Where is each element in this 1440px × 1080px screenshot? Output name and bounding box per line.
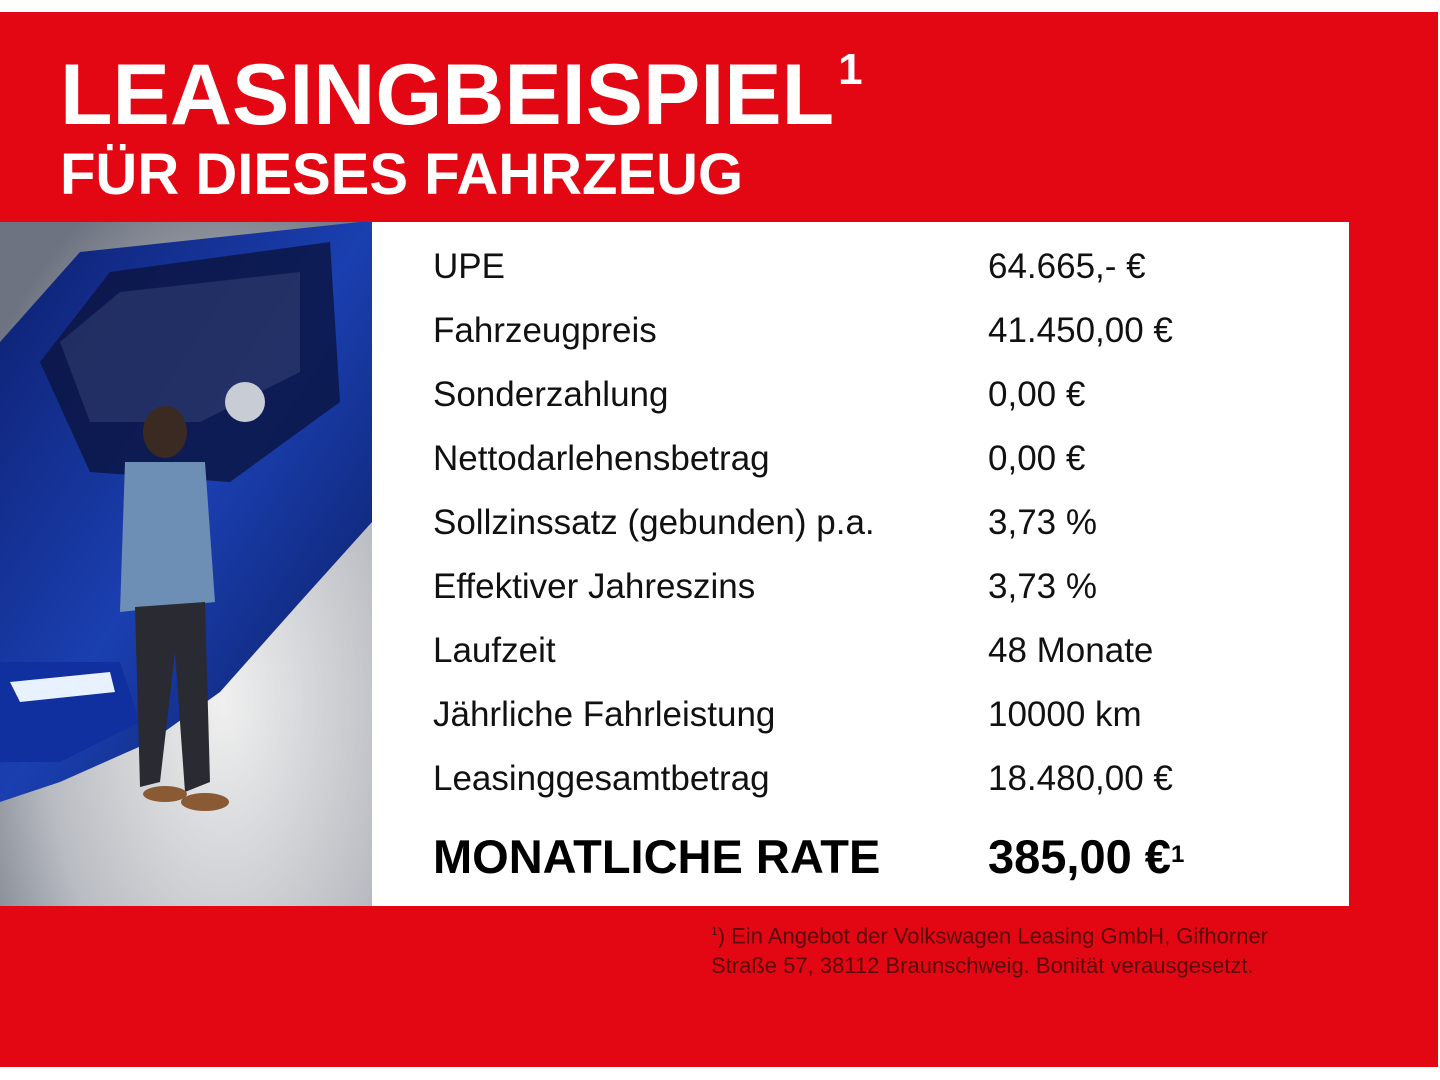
row-value: 3,73 % [988,567,1097,606]
row-value: 48 Monate [988,631,1154,670]
title-footnote-mark: 1 [838,45,863,94]
footnote-text-1: ) Ein Angebot der Volkswagen Leasing Gmb… [717,923,1268,949]
row-value: 64.665,- € [988,247,1146,286]
row-label: Effektiver Jahreszins [433,567,756,606]
row-label: UPE [433,247,505,286]
footnote-line-1: 1) Ein Angebot der Volkswagen Leasing Gm… [711,916,1331,951]
row-label: Fahrzeugpreis [433,311,657,350]
leasing-details-panel: UPE 64.665,- € Fahrzeugpreis 41.450,00 € S… [372,222,1349,906]
row-value: 10000 km [988,695,1142,734]
row-value: 0,00 € [988,375,1086,414]
row-label: Laufzeit [433,631,556,670]
footnote-mark: 1 [711,924,718,938]
row-value: 3,73 % [988,503,1097,542]
monthly-rate-footnote-mark: 1 [1170,841,1185,868]
row-label: Sonderzahlung [433,375,669,414]
row-label: Leasinggesamtbetrag [433,759,770,798]
footnote-line-2: Straße 57, 38112 Braunschweig. Bonität v… [711,953,1254,979]
footnote: 1) Ein Angebot der Volkswagen Leasing Gm… [711,916,1331,981]
monthly-rate-label: MONATLICHE RATE [433,830,881,883]
monthly-rate-amount: 385,00 € [988,830,1171,883]
row-value: 41.450,00 € [988,311,1173,350]
row-label: Sollzinssatz (gebunden) p.a. [433,503,875,542]
page-title: LEASINGBEISPIEL1 [60,48,863,139]
car-with-man-photo [0,222,372,906]
title-text: LEASINGBEISPIEL [60,47,835,143]
row-label: Nettodarlehensbetrag [433,439,770,478]
row-value: 0,00 € [988,439,1086,478]
row-label: Jährliche Fahrleistung [433,695,776,734]
row-value: 18.480,00 € [988,759,1173,798]
monthly-rate-value: 385,00 €1 [988,832,1184,882]
page-subtitle: FÜR DIESES FAHRZEUG [60,142,744,207]
